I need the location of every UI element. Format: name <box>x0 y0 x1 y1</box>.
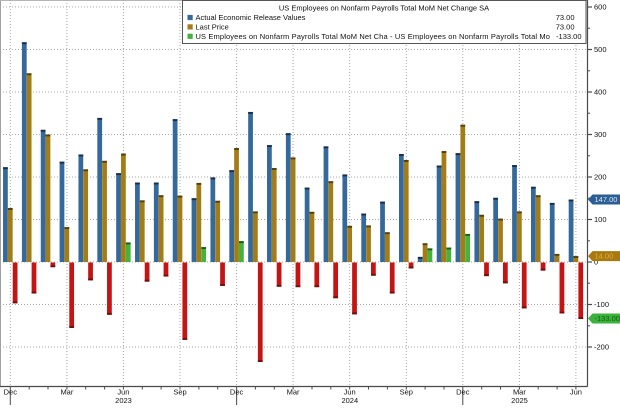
svg-text:Dec: Dec <box>456 388 470 397</box>
svg-text:2024: 2024 <box>341 396 358 405</box>
svg-text:500: 500 <box>594 45 607 54</box>
svg-text:Mar: Mar <box>60 388 73 397</box>
svg-text:-133.00: -133.00 <box>556 32 581 41</box>
svg-text:Sep: Sep <box>173 388 186 397</box>
svg-text:Dec: Dec <box>4 388 18 397</box>
svg-text:14.00: 14.00 <box>595 252 614 261</box>
svg-text:0: 0 <box>594 258 598 267</box>
svg-text:Jun: Jun <box>570 388 582 397</box>
svg-text:Sep: Sep <box>400 388 413 397</box>
svg-text:147.00: 147.00 <box>595 195 618 204</box>
svg-text:Jun: Jun <box>344 388 356 397</box>
svg-text:300: 300 <box>594 130 607 139</box>
svg-text:Mar: Mar <box>287 388 300 397</box>
svg-text:2023: 2023 <box>115 396 132 405</box>
svg-text:US Employees on Nonfarm Payrol: US Employees on Nonfarm Payrolls Total M… <box>196 32 551 41</box>
svg-text:-100: -100 <box>594 300 609 309</box>
svg-text:Dec: Dec <box>230 388 244 397</box>
svg-text:-200: -200 <box>594 343 609 352</box>
svg-text:Last Price: Last Price <box>196 23 229 32</box>
svg-text:Actual Economic Release Values: Actual Economic Release Values <box>196 13 306 22</box>
svg-text:200: 200 <box>594 173 607 182</box>
svg-text:100: 100 <box>594 215 607 224</box>
svg-text:-133.00: -133.00 <box>595 314 620 323</box>
svg-text:73.00: 73.00 <box>556 23 575 32</box>
svg-text:2025: 2025 <box>511 396 528 405</box>
svg-text:600: 600 <box>594 3 607 12</box>
svg-text:Mar: Mar <box>513 388 526 397</box>
svg-text:Jun: Jun <box>117 388 129 397</box>
svg-text:400: 400 <box>594 88 607 97</box>
svg-text:73.00: 73.00 <box>556 13 575 22</box>
svg-text:US Employees on Nonfarm Payrol: US Employees on Nonfarm Payrolls Total M… <box>279 4 489 13</box>
